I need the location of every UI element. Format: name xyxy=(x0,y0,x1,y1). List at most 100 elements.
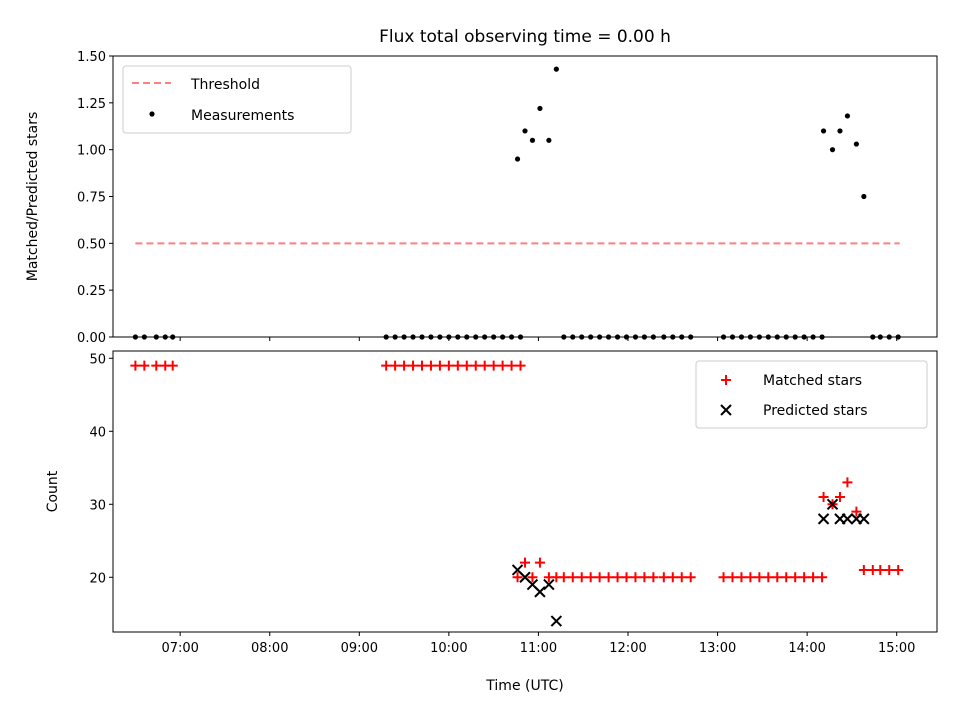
matched-star-point xyxy=(858,564,869,575)
matched-star-point xyxy=(736,572,747,583)
measurement-point xyxy=(679,334,685,340)
measurement-point xyxy=(783,334,789,340)
top-ytick-label: 0.25 xyxy=(77,284,106,299)
matched-star-point xyxy=(676,572,687,583)
top-ytick-label: 0.00 xyxy=(77,331,106,346)
measurement-point xyxy=(473,334,479,340)
measurement-point xyxy=(141,334,147,340)
legend-measurements-swatch xyxy=(149,111,155,117)
legend-matched-swatch xyxy=(721,375,731,385)
measurement-point xyxy=(508,334,515,340)
bottom-legend-box xyxy=(695,360,928,429)
top-ytick-label: 0.50 xyxy=(77,237,106,252)
legend-predicted-swatch xyxy=(720,404,732,416)
measurement-point xyxy=(419,334,425,340)
matched-star-point xyxy=(842,477,853,488)
measurement-point xyxy=(614,334,621,340)
bottom-ytick-label: 20 xyxy=(89,571,106,586)
matched-star-point xyxy=(139,360,150,371)
matched-star-point xyxy=(781,572,792,583)
measurement-point xyxy=(410,334,416,340)
matched-star-point xyxy=(534,557,545,568)
measurement-point xyxy=(517,334,524,340)
predicted-star-point xyxy=(826,498,839,510)
measurement-point xyxy=(819,334,825,340)
matched-star-point xyxy=(754,572,765,583)
measurement-point xyxy=(579,334,585,340)
matched-star-point xyxy=(443,360,454,371)
matched-star-point xyxy=(630,572,641,583)
matched-star-point xyxy=(425,360,436,371)
legend-matched-label: Matched stars xyxy=(763,373,862,389)
matched-star-point xyxy=(612,572,623,583)
matched-star-point xyxy=(479,360,490,371)
measurement-point xyxy=(765,334,771,340)
measurement-point xyxy=(641,334,648,340)
matched-star-point xyxy=(417,360,427,371)
measurement-point xyxy=(546,137,552,143)
matched-star-point xyxy=(567,572,578,583)
measurement-point xyxy=(820,128,827,134)
predicted-star-point xyxy=(534,586,546,598)
bottom-panel: 07:00 08:00 09:00 10:00 11:00 12:00 13:00 14:00… xyxy=(45,350,938,694)
matched-star-point xyxy=(408,360,419,371)
measurement-point xyxy=(597,334,603,340)
bottom-ytick-label: 50 xyxy=(89,352,106,367)
matched-star-point xyxy=(603,572,614,583)
measurement-point xyxy=(853,141,859,147)
bottom-xlabel: Time (UTC) xyxy=(485,678,563,694)
measurement-point xyxy=(464,334,470,340)
matched-star-point xyxy=(834,491,845,502)
matched-star-point xyxy=(799,572,810,583)
bottom-xtick-label: 10:00 xyxy=(430,641,467,656)
measurement-point xyxy=(844,113,851,119)
matched-star-point xyxy=(594,572,605,583)
measurement-point xyxy=(895,334,901,340)
bottom-ytick-label: 30 xyxy=(89,498,106,513)
top-ytick-label: 1.25 xyxy=(77,97,106,112)
matched-star-point xyxy=(390,360,401,371)
matched-star-point xyxy=(808,572,819,583)
bottom-xtick-label: 11:00 xyxy=(520,641,557,656)
bottom-axes-frame xyxy=(112,350,938,633)
matched-star-point xyxy=(399,360,410,371)
measurement-point xyxy=(756,334,762,340)
top-panel: 0.00 0.25 0.50 0.75 1.00 1.25 1.50 Matched/Pred… xyxy=(25,50,938,346)
measurement-point xyxy=(829,147,836,153)
measurement-point xyxy=(437,334,443,340)
bottom-xtick-label: 15:00 xyxy=(878,641,915,656)
measurement-point xyxy=(886,334,892,340)
matched-star-point xyxy=(639,572,650,583)
measurement-point xyxy=(401,334,407,340)
measurement-point xyxy=(383,334,389,340)
measurement-point xyxy=(570,334,576,340)
matched-star-point xyxy=(512,572,523,583)
measurement-point xyxy=(482,334,488,340)
bottom-xtick-label: 09:00 xyxy=(341,641,378,656)
measurement-point xyxy=(729,334,736,340)
matched-star-point xyxy=(727,572,738,583)
measurement-point xyxy=(588,334,594,340)
matched-star-point xyxy=(130,360,141,371)
measurement-point xyxy=(720,334,727,340)
matched-star-point xyxy=(667,572,678,583)
matched-star-point xyxy=(576,572,587,583)
measurement-point xyxy=(688,334,694,340)
predicted-star-point xyxy=(550,615,563,627)
matched-star-point xyxy=(497,360,508,371)
measurement-point xyxy=(500,334,506,340)
bottom-xtick-label: 12:00 xyxy=(609,641,646,656)
matched-star-point xyxy=(527,572,538,583)
measurement-point xyxy=(553,66,559,72)
measurement-point xyxy=(529,137,536,143)
matched-star-point xyxy=(718,572,729,583)
matched-star-point xyxy=(685,572,696,583)
measurement-point xyxy=(170,334,176,340)
measurement-point xyxy=(132,334,138,340)
measurement-point xyxy=(491,334,497,340)
top-legend-box xyxy=(122,65,352,134)
chart-title: Flux total observing time = 0.00 h xyxy=(379,27,671,47)
bottom-xtick-label: 13:00 xyxy=(699,641,736,656)
matched-star-point xyxy=(772,572,783,583)
